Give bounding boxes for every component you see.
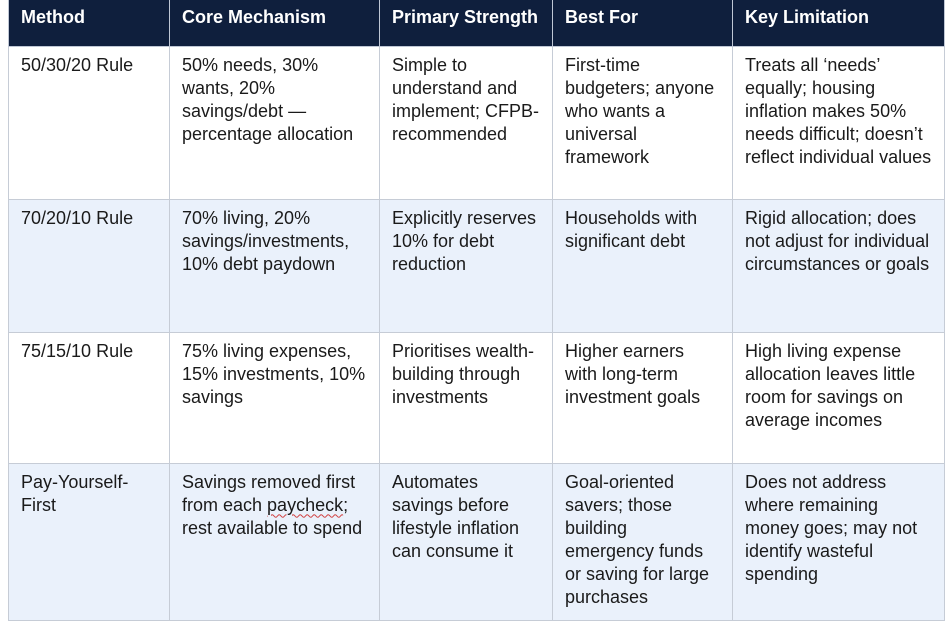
header-best-for: Best For — [552, 0, 733, 47]
cell-core-mechanism: Savings removed first from each paycheck… — [169, 462, 380, 621]
cell-method: 75/15/10 Rule — [8, 331, 170, 464]
table-row: 50/30/20 Rule 50% needs, 30% wants, 20% … — [8, 45, 945, 200]
cell-best-for: Higher earners with long-term investment… — [552, 331, 733, 464]
cell-core-mechanism: 50% needs, 30% wants, 20% savings/debt —… — [169, 45, 380, 200]
cell-best-for: Households with significant debt — [552, 198, 733, 333]
spellcheck-flagged-word[interactable]: paycheck — [267, 494, 344, 515]
cell-primary-strength: Prioritises wealth-building through inve… — [379, 331, 553, 464]
cell-core-mechanism: 75% living expenses, 15% investments, 10… — [169, 331, 380, 464]
cell-core-mechanism: 70% living, 20% savings/investments, 10%… — [169, 198, 380, 333]
cell-primary-strength: Automates savings before lifestyle infla… — [379, 462, 553, 621]
cell-primary-strength: Simple to understand and implement; CFPB… — [379, 45, 553, 200]
cell-primary-strength: Explicitly reserves 10% for debt reducti… — [379, 198, 553, 333]
cell-key-limitation: Treats all ‘needs’ equally; housing infl… — [732, 45, 945, 200]
header-core-mechanism: Core Mechanism — [169, 0, 380, 47]
cell-method: 70/20/10 Rule — [8, 198, 170, 333]
mechanism-text-after: ; rest available to spend — [182, 494, 363, 538]
header-key-limitation: Key Limitation — [732, 0, 945, 47]
table-row: 70/20/10 Rule 70% living, 20% savings/in… — [8, 198, 945, 333]
header-primary-strength: Primary Strength — [379, 0, 553, 47]
cell-best-for: Goal-oriented savers; those building eme… — [552, 462, 733, 621]
table-row: 75/15/10 Rule 75% living expenses, 15% i… — [8, 331, 945, 464]
table-row: Pay-Yourself-First Savings removed first… — [8, 462, 945, 621]
header-method: Method — [8, 0, 170, 47]
mechanism-text-before: Savings removed first from each — [182, 471, 356, 515]
cell-method: 50/30/20 Rule — [8, 45, 170, 200]
cell-key-limitation: Does not address where remaining money g… — [732, 462, 945, 621]
cell-key-limitation: Rigid allocation; does not adjust for in… — [732, 198, 945, 333]
cell-method: Pay-Yourself-First — [8, 462, 170, 621]
budgeting-methods-table: Method Core Mechanism Primary Strength B… — [8, 0, 945, 621]
cell-key-limitation: High living expense allocation leaves li… — [732, 331, 945, 464]
cell-best-for: First-time budgeters; anyone who wants a… — [552, 45, 733, 200]
header-row: Method Core Mechanism Primary Strength B… — [8, 0, 945, 47]
